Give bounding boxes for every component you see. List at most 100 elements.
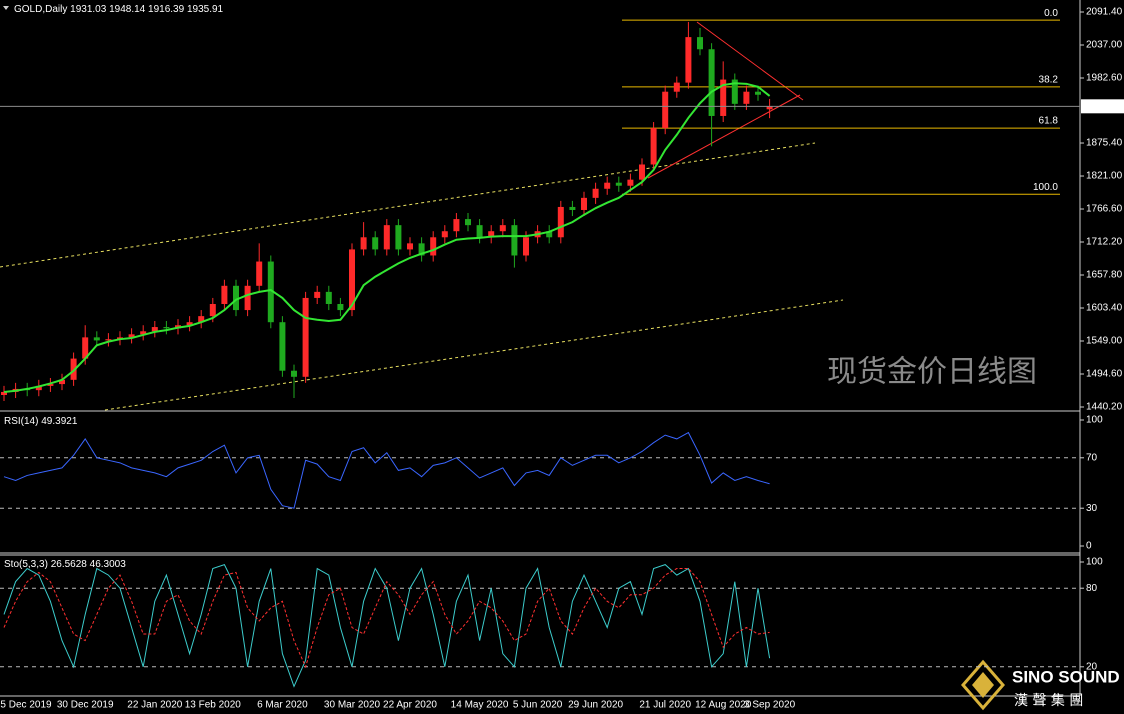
candle-body [82,337,89,359]
candle-body [302,297,309,377]
y-tick-label: 20 [1086,661,1098,672]
triangle-line [647,94,801,179]
logo: SINO SOUND 漢 聲 集 團 [961,659,1120,711]
last-low: 1916.39 [148,4,185,15]
candle-body [395,225,402,250]
current-price-box [1081,99,1124,114]
candle-body [708,49,715,116]
x-tick-label: 30 Mar 2020 [324,700,381,711]
header-arrow [3,6,9,10]
candle-body [766,106,773,110]
candle-body [557,206,564,238]
fib-label: 100.0 [1033,182,1058,193]
candle-body [673,82,680,92]
candle-body [743,91,750,104]
x-tick-label: 12 Aug 2020 [695,700,752,711]
channel-line [104,299,844,411]
candle-body [163,327,170,329]
candle-body [465,219,471,226]
candle-body [499,225,506,232]
candle-body [256,261,263,286]
candle-body [221,285,228,305]
y-tick-label: 1712.20 [1086,237,1123,248]
candle-body [140,331,147,335]
candle-body [105,339,112,341]
candle-body [569,206,576,210]
y-tick-label: 100 [1086,415,1103,426]
candle-body [407,243,413,250]
candle-body [47,384,54,386]
indicator-line [3,431,770,509]
candle-body [128,334,135,338]
candle-body [244,285,251,311]
rsi-header: RSI(14) 49.3921 [4,416,78,427]
last-open: 1931.03 [70,4,107,15]
x-tick-label: 30 Dec 2019 [57,700,114,711]
y-tick-label: 1821.00 [1086,171,1123,182]
watermark: 现货金价日线图 [827,355,1037,390]
logo-subtitle: 漢 聲 集 團 [1014,692,1083,709]
x-tick-label: 3 Sep 2020 [744,700,796,711]
x-tick-label: 21 Jul 2020 [639,700,691,711]
y-tick-label: 1875.40 [1086,138,1123,149]
rsi-title: RSI(14) [4,416,38,427]
candle-body [731,79,738,104]
sto-main-last: 26.5628 [51,559,88,570]
indicator-line [3,568,770,669]
sto-signal-last: 46.3003 [90,559,127,570]
x-tick-label: 22 Jan 2020 [127,700,182,711]
candle-body [198,316,205,323]
x-tick-label: 5 Jun 2020 [513,700,563,711]
candle-body [360,237,367,250]
candle-body [441,231,448,238]
price-header: GOLD,Daily 1931.03 1948.14 1916.39 1935.… [14,4,224,15]
candle-body [93,337,100,341]
candle-body [581,197,587,210]
logo-diamond [961,659,1005,711]
current-price-label: 1935.91 [1084,101,1121,112]
candle-body [35,385,42,391]
y-tick-label: 80 [1086,583,1098,594]
candle-body [59,379,65,385]
moving-average [3,82,771,393]
y-tick-label: 100 [1086,557,1103,568]
candle-body [511,225,518,256]
y-tick-label: 70 [1086,452,1098,463]
x-tick-label: 5 Dec 2019 [0,700,52,711]
candle-body [685,37,692,83]
y-tick-label: 2037.00 [1086,40,1123,51]
candle-body [627,179,634,186]
logo-name: SINO SOUND [1012,667,1120,686]
candle-body [592,188,599,198]
candle-body [349,249,355,311]
candle-body [662,91,669,129]
candle-body [325,291,332,305]
channel-line [0,142,816,268]
candle-body [488,231,495,238]
candle-body [697,37,703,50]
candle-body [233,285,239,311]
candle-body [755,91,761,95]
candle-body [604,182,611,189]
candle-body [418,243,425,256]
y-tick-label: 1549.00 [1086,336,1123,347]
candle-body [186,322,193,326]
candle-body [615,182,622,186]
y-tick-label: 2091.40 [1086,7,1123,18]
y-tick-label: 0 [1086,541,1092,552]
candle-body [1,391,7,395]
candle-body [291,370,297,377]
candle-body [453,219,460,232]
last-close: 1935.91 [187,4,224,15]
sto-title: Sto(5,3,3) [4,559,48,570]
candle-body [70,358,77,380]
rsi-last: 49.3921 [41,416,78,427]
y-tick-label: 30 [1086,503,1098,514]
candle-body [314,291,321,298]
x-tick-label: 14 May 2020 [451,700,509,711]
last-high: 1948.14 [109,4,146,15]
candle-body [337,304,344,311]
candle-body [383,225,390,250]
candle-body [523,237,529,256]
